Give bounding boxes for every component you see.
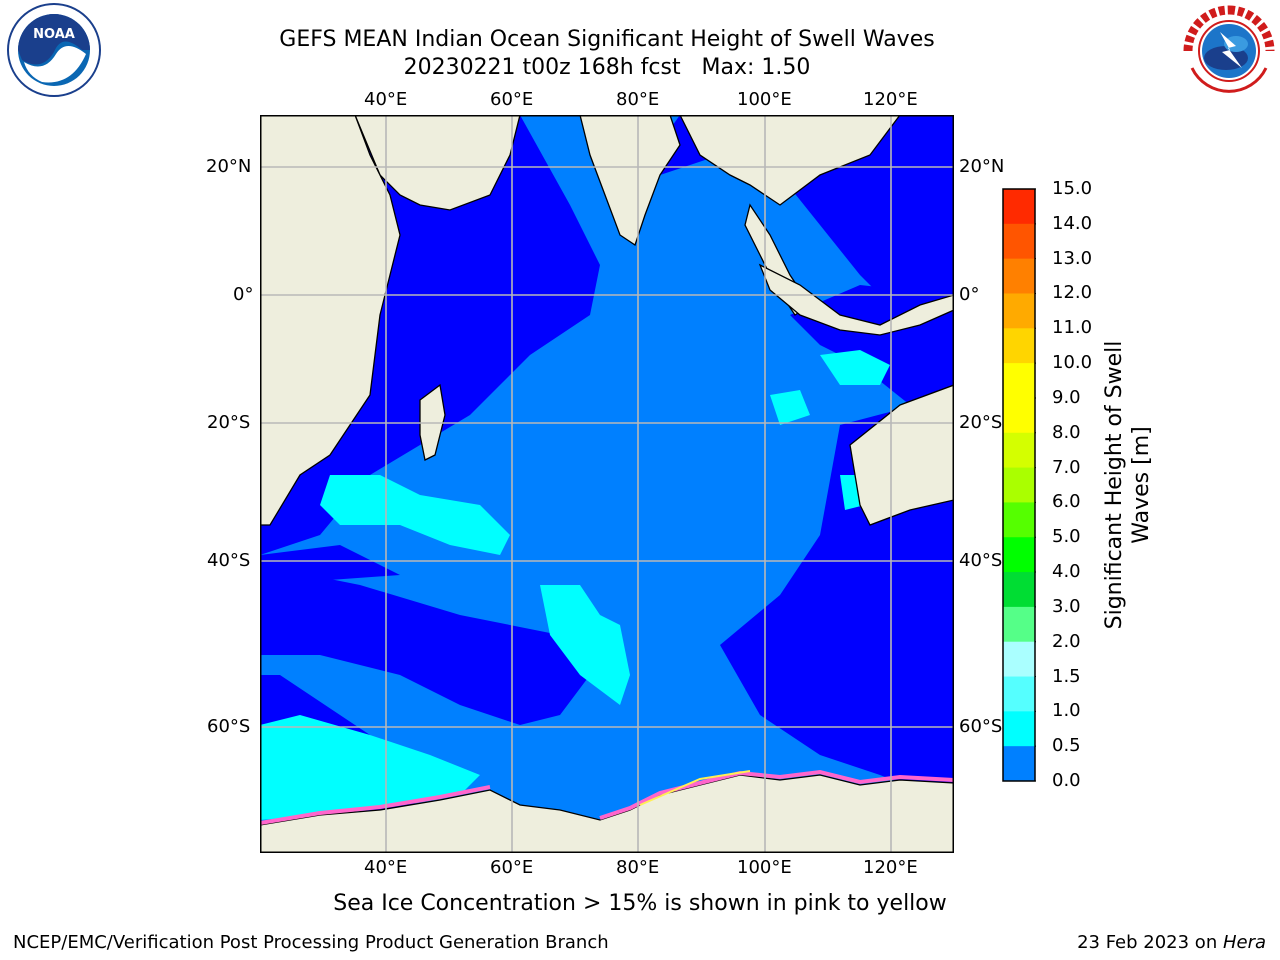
colorbar-tick-label: 0.5 xyxy=(1052,735,1081,757)
colorbar-segment xyxy=(1003,606,1035,643)
colorbar-label-line2: Waves [m] xyxy=(1129,426,1154,544)
colorbar-segment xyxy=(1003,363,1035,399)
bottom-lon-tick: 100°E xyxy=(737,857,792,878)
map-border xyxy=(260,115,954,853)
graticule xyxy=(260,115,954,853)
colorbar-tick-label: 13.0 xyxy=(1052,247,1093,269)
colorbar-segment xyxy=(1003,189,1035,225)
right-lat-tick: 40°S xyxy=(959,550,1003,571)
colorbar-tick-label: 0.0 xyxy=(1052,770,1081,791)
colorbar-segment xyxy=(1003,572,1035,608)
top-lon-tick: 120°E xyxy=(863,89,918,110)
colorbar-tick-label: 7.0 xyxy=(1052,456,1081,478)
colorbar-segment xyxy=(1003,432,1035,469)
colorbar-segment xyxy=(1003,641,1035,678)
colorbar-segment xyxy=(1003,397,1035,434)
colorbar-segment xyxy=(1003,746,1035,782)
footer-organization: NCEP/EMC/Verification Post Processing Pr… xyxy=(13,932,609,953)
colorbar-segment xyxy=(1003,258,1035,294)
colorbar-label: Significant Height of Swell Waves [m] xyxy=(1101,341,1155,630)
colorbar-tick-label: 5.0 xyxy=(1052,526,1081,548)
right-lat-tick: 0° xyxy=(959,284,980,305)
colorbar-tick-label: 12.0 xyxy=(1052,282,1093,304)
left-lat-tick: 60°S xyxy=(207,716,251,737)
colorbar-tick-label: 15.0 xyxy=(1052,178,1093,199)
right-lat-tick: 20°N xyxy=(959,156,1005,177)
bottom-lon-tick: 120°E xyxy=(863,857,918,878)
colorbar-border xyxy=(1002,188,1036,782)
chart-subtitle: 20230221 t00z 168h fcst Max: 1.50 xyxy=(403,55,811,80)
colorbar-segment xyxy=(1003,676,1035,712)
colorbar-tick-label: 11.0 xyxy=(1052,317,1093,339)
colorbar-tick-label: 6.0 xyxy=(1052,491,1081,513)
bottom-lon-tick: 40°E xyxy=(364,857,408,878)
bottom-lon-tick: 60°E xyxy=(490,857,534,878)
map-panel xyxy=(260,115,954,853)
swell-mid-regions xyxy=(260,350,890,820)
noaa-logo-text: NOAA xyxy=(33,27,75,42)
colorbar xyxy=(1002,188,1036,782)
left-lat-tick: 0° xyxy=(233,284,254,305)
colorbar-tick-label: 2.0 xyxy=(1052,630,1081,652)
colorbar-segment xyxy=(1003,711,1035,747)
nws-logo xyxy=(1182,4,1276,98)
left-lat-tick: 20°N xyxy=(206,156,252,177)
colorbar-tick-label: 4.0 xyxy=(1052,561,1081,583)
colorbar-tick-label: 1.5 xyxy=(1052,665,1081,687)
colorbar-segment xyxy=(1003,502,1035,538)
colorbar-tick-label: 3.0 xyxy=(1052,595,1081,617)
chart-title: GEFS MEAN Indian Ocean Significant Heigh… xyxy=(279,27,935,52)
noaa-logo: NOAA xyxy=(7,3,101,97)
colorbar-segment xyxy=(1003,537,1035,573)
right-lat-tick: 60°S xyxy=(959,716,1003,737)
top-lon-tick: 80°E xyxy=(616,89,660,110)
colorbar-segment xyxy=(1003,328,1035,364)
footer-date: 23 Feb 2023 on Hera xyxy=(1077,932,1266,953)
colorbar-label-line1: Significant Height of Swell xyxy=(1102,340,1127,630)
left-lat-tick: 40°S xyxy=(207,550,251,571)
colorbar-tick-label: 10.0 xyxy=(1052,352,1093,374)
bottom-lon-tick: 80°E xyxy=(616,857,660,878)
top-lon-tick: 100°E xyxy=(737,89,792,110)
footer-date-text: 23 Feb 2023 on xyxy=(1077,932,1223,953)
colorbar-segment xyxy=(1003,223,1035,260)
colorbar-tick-label: 9.0 xyxy=(1052,386,1081,408)
sea-ice-caption: Sea Ice Concentration > 15% is shown in … xyxy=(333,891,947,916)
left-lat-tick: 20°S xyxy=(207,412,251,433)
top-lon-tick: 40°E xyxy=(364,89,408,110)
right-lat-tick: 20°S xyxy=(959,412,1003,433)
colorbar-segment xyxy=(1003,467,1035,503)
colorbar-tick-label: 1.0 xyxy=(1052,700,1081,722)
colorbar-tick-label: 8.0 xyxy=(1052,421,1081,443)
footer-host: Hera xyxy=(1222,932,1266,953)
top-lon-tick: 60°E xyxy=(490,89,534,110)
sea-ice-edge xyxy=(260,769,954,825)
colorbar-segment xyxy=(1003,293,1035,329)
colorbar-tick-label: 14.0 xyxy=(1052,212,1093,234)
